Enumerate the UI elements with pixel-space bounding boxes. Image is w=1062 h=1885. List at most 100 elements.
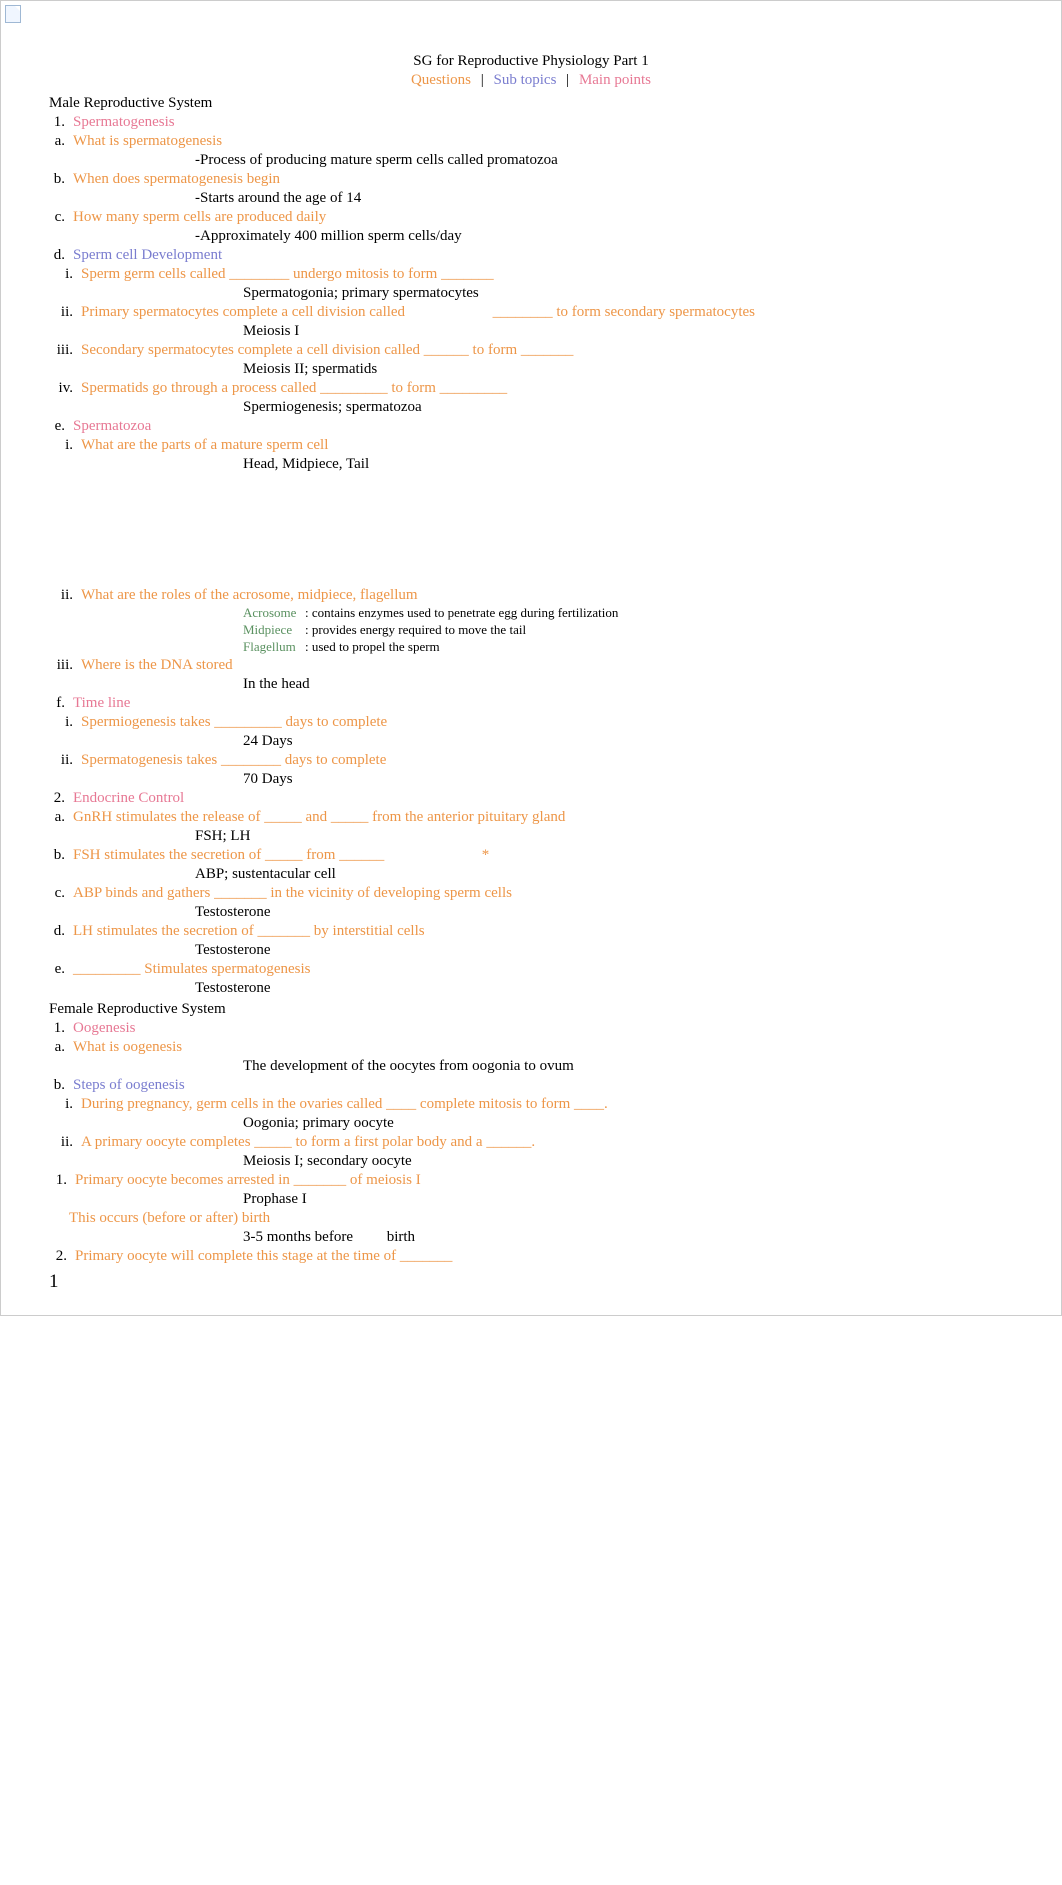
list-marker: c. [49, 885, 73, 902]
list-item: iv. Spermatids go through a process call… [49, 380, 1013, 397]
answer: 3-5 months before birth [49, 1229, 1013, 1246]
answer: Spermatogonia; primary spermatocytes [49, 285, 1013, 302]
list-item: 2. Primary oocyte will complete this sta… [49, 1248, 1013, 1265]
question: Primary oocyte will complete this stage … [75, 1248, 452, 1265]
question: A primary oocyte completes _____ to form… [81, 1134, 1013, 1151]
list-marker: a. [49, 1039, 73, 1056]
list-marker: b. [49, 1077, 73, 1094]
list-marker: b. [49, 847, 73, 864]
definition: : provides energy required to move the t… [305, 622, 526, 637]
answer: Spermiogenesis; spermatozoa [49, 399, 1013, 416]
list-item: ii. What are the roles of the acrosome, … [49, 587, 1013, 604]
question: GnRH stimulates the release of _____ and… [73, 809, 565, 826]
list-marker: ii. [49, 1134, 81, 1151]
answer: -Approximately 400 million sperm cells/d… [49, 228, 1013, 245]
list-item: d. Sperm cell Development [49, 247, 1013, 264]
list-item: c. How many sperm cells are produced dai… [49, 209, 1013, 226]
question: What are the parts of a mature sperm cel… [81, 437, 1013, 454]
answer: 24 Days [49, 733, 1013, 750]
question: Primary spermatocytes complete a cell di… [81, 304, 1013, 321]
list-item: iii. Secondary spermatocytes complete a … [49, 342, 1013, 359]
legend-sep: | [566, 72, 569, 88]
list-marker: ii. [49, 304, 81, 321]
bullet-icon [49, 1210, 69, 1227]
answer: ABP; sustentacular cell [49, 866, 1013, 883]
term: Midpiece [243, 622, 305, 638]
list-marker: 1. [49, 1172, 75, 1189]
main-point: Endocrine Control [73, 790, 184, 807]
subtopic: Steps of oogenesis [73, 1077, 185, 1094]
question-line: FSH stimulates the secretion of _____ fr… [73, 847, 489, 864]
list-item: 2. Endocrine Control [49, 790, 1013, 807]
question: How many sperm cells are produced daily [73, 209, 326, 226]
answer: Meiosis I; secondary oocyte [49, 1153, 1013, 1170]
list-marker: a. [49, 133, 73, 150]
question: FSH stimulates the secretion of _____ fr… [73, 847, 384, 863]
answer: Meiosis II; spermatids [49, 361, 1013, 378]
list-item: a. What is oogenesis [49, 1039, 1013, 1056]
list-marker: iii. [49, 657, 81, 674]
question: This occurs (before or after) birth [69, 1210, 270, 1227]
list-marker: f. [49, 695, 73, 712]
answer: Head, Midpiece, Tail [49, 456, 1013, 473]
section-heading: Female Reproductive System [49, 1001, 1013, 1018]
list-marker: a. [49, 809, 73, 826]
definition: : contains enzymes used to penetrate egg… [305, 605, 618, 620]
list-item: a. What is spermatogenesis [49, 133, 1013, 150]
list-marker: ii. [49, 587, 81, 604]
question: Sperm germ cells called ________ undergo… [81, 266, 1013, 283]
answer: Flagellum: used to propel the sperm [49, 639, 1013, 655]
definition: : used to propel the sperm [305, 639, 440, 654]
question-part: Primary spermatocytes complete a cell di… [81, 304, 405, 320]
question: Spermiogenesis takes _________ days to c… [81, 714, 1013, 731]
list-item: a. GnRH stimulates the release of _____ … [49, 809, 1013, 826]
list-marker: i. [49, 437, 81, 454]
answer: In the head [49, 676, 1013, 693]
legend-sep: | [481, 72, 484, 88]
question: ABP binds and gathers _______ in the vic… [73, 885, 512, 902]
list-marker: 1. [49, 114, 73, 131]
question-part: ________ to form secondary spermatocytes [493, 304, 755, 320]
list-marker: 2. [49, 1248, 75, 1265]
answer: -Starts around the age of 14 [49, 190, 1013, 207]
list-marker: i. [49, 1096, 81, 1113]
image-placeholder-gap [49, 473, 1013, 585]
document-body: Male Reproductive System 1. Spermatogene… [1, 89, 1061, 1265]
list-item: 1. Oogenesis [49, 1020, 1013, 1037]
page-number: 1 [49, 1271, 59, 1293]
list-item: i. During pregnancy, germ cells in the o… [49, 1096, 1013, 1113]
document-header: SG for Reproductive Physiology Part 1 Qu… [1, 53, 1061, 89]
legend-subtopics: Sub topics [493, 72, 556, 88]
list-marker: d. [49, 247, 73, 264]
list-item: c. ABP binds and gathers _______ in the … [49, 885, 1013, 902]
legend: Questions | Sub topics | Main points [1, 72, 1061, 89]
list-marker: 2. [49, 790, 73, 807]
section-heading: Male Reproductive System [49, 95, 1013, 112]
question: LH stimulates the secretion of _______ b… [73, 923, 425, 940]
question: Secondary spermatocytes complete a cell … [81, 342, 1013, 359]
list-marker: c. [49, 209, 73, 226]
list-item: ii. Primary spermatocytes complete a cel… [49, 304, 1013, 321]
main-point: Spermatogenesis [73, 114, 175, 131]
main-point: Time line [73, 695, 130, 712]
question: What is oogenesis [73, 1039, 182, 1056]
list-item: b. Steps of oogenesis [49, 1077, 1013, 1094]
answer: Oogonia; primary oocyte [49, 1115, 1013, 1132]
asterisk-icon: * [482, 847, 490, 863]
list-item: e. _________ Stimulates spermatogenesis [49, 961, 1013, 978]
list-item: i. What are the parts of a mature sperm … [49, 437, 1013, 454]
list-marker: i. [49, 266, 81, 283]
list-item: f. Time line [49, 695, 1013, 712]
answer: Prophase I [49, 1191, 1013, 1208]
question: Spermatogenesis takes ________ days to c… [81, 752, 1013, 769]
answer: 70 Days [49, 771, 1013, 788]
answer: Acrosome: contains enzymes used to penet… [49, 605, 1013, 621]
legend-mainpoints: Main points [579, 72, 651, 88]
main-point: Spermatozoa [73, 418, 151, 435]
list-marker: i. [49, 714, 81, 731]
list-marker: d. [49, 923, 73, 940]
list-marker: e. [49, 418, 73, 435]
question: Where is the DNA stored [81, 657, 1013, 674]
list-marker: e. [49, 961, 73, 978]
document-title: SG for Reproductive Physiology Part 1 [1, 53, 1061, 70]
